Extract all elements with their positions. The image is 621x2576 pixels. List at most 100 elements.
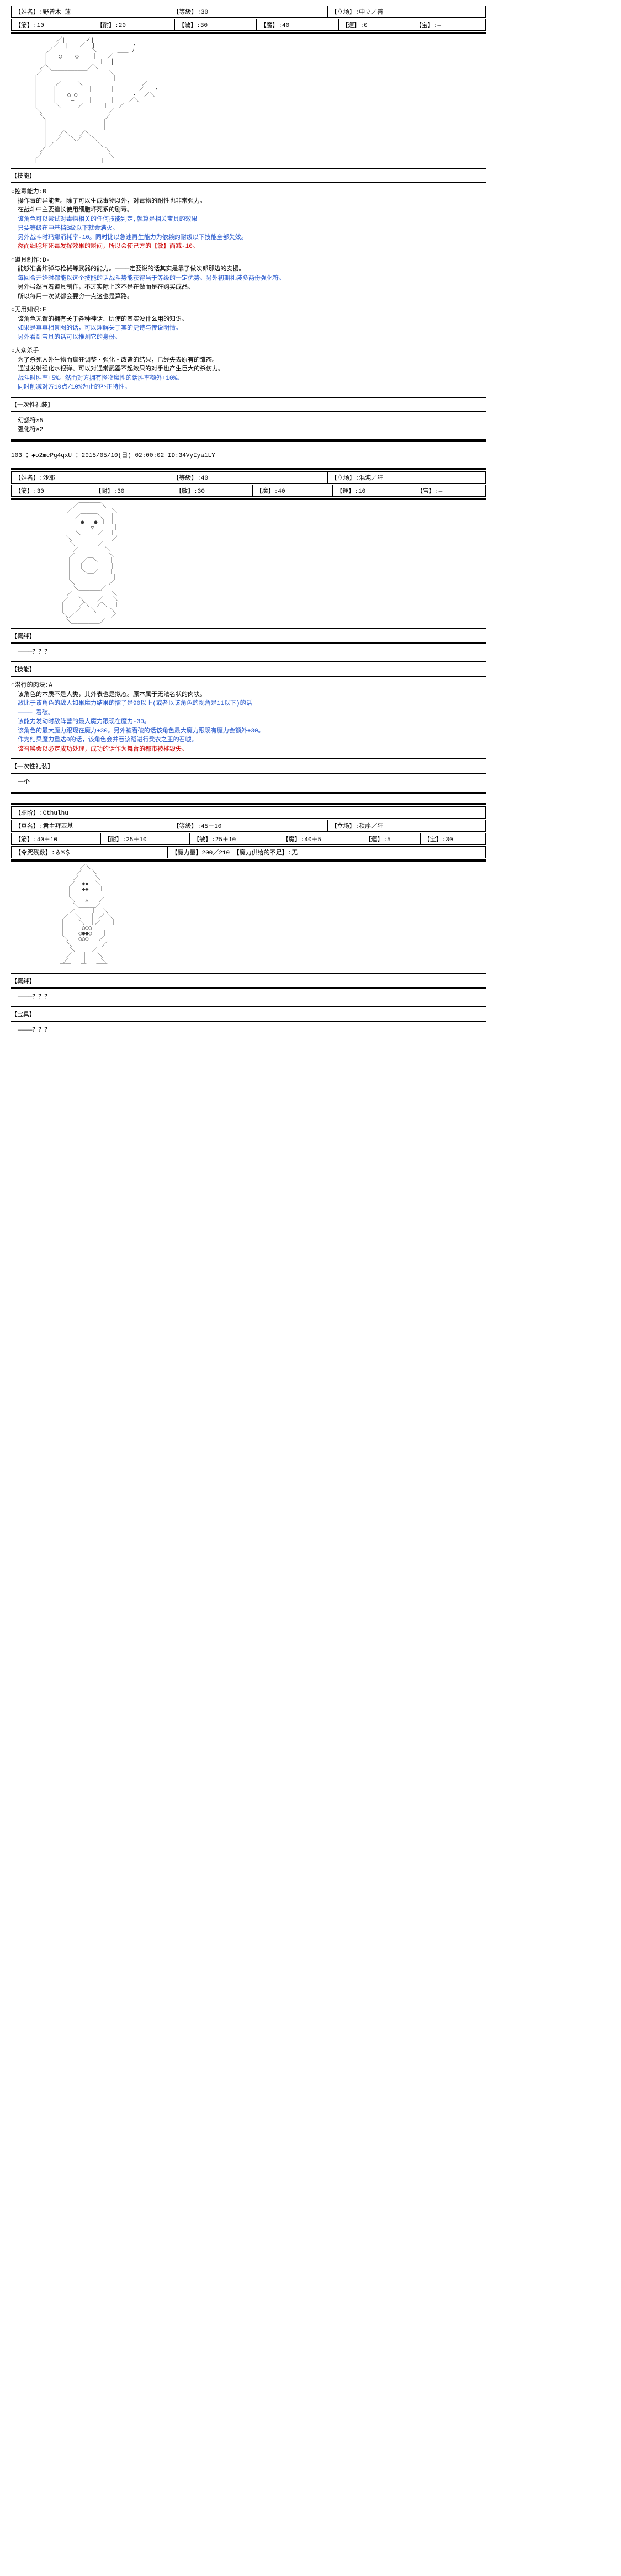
divider	[11, 973, 486, 974]
divider	[11, 1021, 486, 1022]
gift-item: 强化符×2	[18, 426, 486, 435]
divider	[11, 859, 486, 862]
char3-kiban-text: ――――？？？	[11, 993, 486, 1002]
char2-ascii-art: ／￣￣￣￣＼ ／ ＼ ｜ ／￣￣￣＼ ｜ ｜ ｜ ● ● ｜ ｜ ｜ ｜ ▽ ｜…	[17, 503, 486, 625]
divider	[11, 803, 486, 805]
char1-skill3: ○无用知识:E 该角色无谓的拥有关于各种神话、历使的其实没什么用的知识。 如果是…	[11, 306, 486, 342]
skill-title: ○大众杀手	[11, 347, 486, 356]
post-meta: 103 ：◆o2mcPg4qxU ：2015/05/10(日) 02:00:02…	[11, 450, 486, 459]
char2-stats-table: 【筋】:30 【耐】:30 【敏】:30 【魔】:40 【運】:10 【宝】:―	[11, 485, 486, 497]
char1-gifts: 幻惑符×5 强化符×2	[11, 417, 486, 435]
divider	[11, 987, 486, 989]
divider	[11, 468, 486, 470]
char3-stat-mo: 【魔】:40＋5	[279, 833, 362, 844]
skill-title: ○道具制作:D-	[11, 256, 486, 265]
char2-header-table: 【姓名】:沙耶 【等級】:40 【立场】:混沌／狂	[11, 471, 486, 484]
char3-truename: 【真名】:君主拜亚基	[12, 820, 169, 831]
skill-line: 另外战斗时玛娜消耗率-10。同时比以急速再生能力为依赖的耐级以下技能全部失效。	[18, 233, 486, 243]
char3-ascii-art: ／＼ ／ ＼ ／ ＼ ／ ◆◆ ＼ ｜ ◆◆ ｜ ｜ ｜ ＼ △ ／ ＼＿＿＿／…	[17, 865, 486, 970]
skill-line: 该角色可以尝试对毒物相关的任何技能判定,就算是相关宝具的效果	[18, 215, 486, 225]
char1-stat-bao: 【宝】:―	[412, 19, 485, 31]
divider	[11, 773, 486, 774]
skill-line: 战斗时胜率+5%。然而对方拥有怪物魔性的话胜率额外+10%。	[18, 374, 486, 384]
char1-ascii-art: ／| ノ| ／ |＿＿／ | ・ ／ ＼ ＿＿ ﾉ ｜ ◯ ◯ ｜ ／ ｜ ｜ …	[17, 38, 486, 164]
kiban-line: ――――？？？	[18, 993, 486, 1002]
divider	[11, 397, 486, 398]
skill-line: 所以每用一次就都会要穷一点这也是算路。	[18, 293, 486, 302]
char2-name: 【姓名】:沙耶	[12, 471, 169, 483]
char2-stat-bao: 【宝】:―	[413, 485, 485, 496]
divider	[11, 168, 486, 169]
divider	[11, 758, 486, 759]
char2-skill1: ○潜行的肉块:A 该角色的本质不是人类，其外表也是拟态。原本属于无法名状的肉块。…	[11, 681, 486, 754]
char2-skills-header: 【技能】	[11, 665, 486, 673]
skill-line: 该能力发动时敌阵营的最大魔力跟现在魔力-30。	[18, 718, 486, 727]
char1-stat-mo: 【魔】:40	[257, 19, 338, 31]
char1-skill2: ○道具制作:D- 能够准备炸弹与枪械等武器的能力。――――定要说的话其实是靠了做…	[11, 256, 486, 302]
skill-line: 敌比于该角色的敌人如果魔力结果的擂子是90以上(或者以该角色的视角是11以下)的…	[18, 699, 486, 709]
skill-line: 通过发射强化水银弹、可以对通常武器不起效果的对手也产生巨大的杀伤力。	[18, 365, 486, 374]
divider	[11, 676, 486, 677]
char3-order: 【令咒残数】:＆%＄	[12, 846, 168, 858]
char1-skill4: ○大众杀手 为了杀死人外生物而疯狂调整・强化・改造的结果，已经失去原有的雏态。 …	[11, 347, 486, 392]
char3-stat-bao: 【宝】:30	[420, 833, 485, 844]
divider	[11, 32, 486, 34]
char3-level: 【等級】:45＋10	[169, 820, 327, 831]
char2-stat-mo: 【魔】:40	[252, 485, 333, 496]
divider	[11, 1006, 486, 1007]
skill-line: 该召唤会以必定成功处理，成功的话作为舞台的都市被摧毁失。	[18, 745, 486, 755]
skill-line: 该角色的最大魔力跟现在魔力+30。另外被看破的话该角色最大魔力跟现有魔力会额外+…	[18, 727, 486, 736]
char2-kiban-header: 【羈绊】	[11, 631, 486, 640]
divider	[11, 182, 486, 183]
char1-stat-un: 【運】:0	[338, 19, 412, 31]
skill-line: 能够准备炸弹与枪械等武器的能力。――――定要说的话其实是靠了做次郎那边的支援。	[18, 265, 486, 274]
char1-gift-header: 【一次性礼装】	[11, 400, 486, 409]
char1-stat-chi: 【筋】:10	[12, 19, 93, 31]
skill-line: 为了杀死人外生物而疯狂调整・强化・改造的结果，已经失去原有的雏态。	[18, 356, 486, 365]
char3-stat-un: 【運】:5	[362, 833, 420, 844]
skill-line: 如果是真真相景图的话，可以理解关于其的史诗与传说明情。	[18, 324, 486, 333]
char2-stat-un: 【運】:10	[333, 485, 413, 496]
char2-stat-min: 【敏】:30	[172, 485, 253, 496]
char3-stat-min: 【敏】:25＋10	[190, 833, 279, 844]
char1-skill1: ○控毒能力:B 操作毒的异能者。除了可以生成毒物以外，对毒物的耐性也非常强力。 …	[11, 188, 486, 252]
char2-gift: 一个	[11, 778, 486, 788]
divider	[11, 661, 486, 662]
char2-kiban-text: ――――？？？	[11, 648, 486, 657]
char3-header-table: 【真名】:君主拜亚基 【等級】:45＋10 【立场】:秩序／狂	[11, 820, 486, 832]
char1-align: 【立场】:中立／善	[327, 6, 485, 18]
divider	[11, 439, 486, 442]
char1-stat-min: 【敏】:30	[175, 19, 257, 31]
bao-line: ――――？？？	[18, 1026, 486, 1035]
char2-level: 【等級】:40	[169, 471, 327, 483]
char1-stats-table: 【筋】:10 【耐】:20 【敏】:30 【魔】:40 【運】:0 【宝】:―	[11, 19, 486, 31]
skill-line: 只要等级在中基档B级以下就会满灭。	[18, 224, 486, 233]
skill-line: 该角色无谓的拥有关于各种神话、历使的其实没什么用的知识。	[18, 315, 486, 325]
char3-stat-nai: 【耐】:25＋10	[100, 833, 190, 844]
char3-bao-text: ――――？？？	[11, 1026, 486, 1035]
char1-stat-nai: 【耐】:20	[93, 19, 175, 31]
char2-stat-chi: 【筋】:30	[12, 485, 92, 496]
skill-line: ―――― 看破。	[18, 709, 486, 718]
skill-line: 在战斗中主要擅长使用细胞坏死系的剧毒。	[18, 206, 486, 215]
char1-level: 【等級】:30	[169, 6, 327, 18]
char3-align: 【立场】:秩序／狂	[327, 820, 485, 831]
char3-class: 【职阶】:Cthulhu	[12, 806, 486, 818]
skill-line: 然而细胞坏死毒发挥效果的瞬间，所以会使己方的【敏】面减-10。	[18, 242, 486, 252]
char3-kiban-header: 【羈绊】	[11, 976, 486, 985]
skill-line: 另外看到宝具的话可以推测它的身份。	[18, 333, 486, 343]
char1-header-table: 【姓名】:野曾木 蓮 【等級】:30 【立场】:中立／善	[11, 6, 486, 18]
skill-title: ○无用知识:E	[11, 306, 486, 315]
skill-title: ○控毒能力:B	[11, 188, 486, 197]
divider	[11, 628, 486, 629]
skill-line: 该角色的本质不是人类，其外表也是拟态。原本属于无法名状的肉块。	[18, 691, 486, 700]
char3-stats-table: 【筋】:40＋10 【耐】:25＋10 【敏】:25＋10 【魔】:40＋5 【…	[11, 833, 486, 845]
char2-stat-nai: 【耐】:30	[92, 485, 172, 496]
char1-name: 【姓名】:野曾木 蓮	[12, 6, 169, 18]
skill-line: 作为结果魔力重达0的话，该角色会并吞该蹈进行凳衣之王的召唬。	[18, 736, 486, 745]
char3-order-table: 【令咒残数】:＆%＄ 【魔力量】200／210 【魔力供给的不足】:无	[11, 846, 486, 858]
kiban-line: ――――？？？	[18, 648, 486, 657]
char2-align: 【立场】:混沌／狂	[327, 471, 485, 483]
skill-line: 操作毒的异能者。除了可以生成毒物以外，对毒物的耐性也非常强力。	[18, 197, 486, 206]
skill-line: 同时削减对方10点/10%为止的补正特性。	[18, 383, 486, 392]
